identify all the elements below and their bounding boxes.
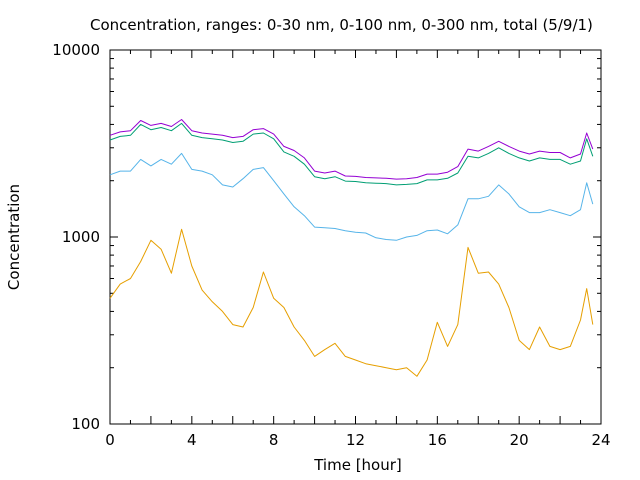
x-tick-label: 20 bbox=[510, 431, 529, 449]
x-tick-label: 4 bbox=[187, 431, 197, 449]
x-tick-label: 12 bbox=[346, 431, 365, 449]
y-tick-label: 100 bbox=[71, 415, 100, 433]
y-axis-label: Concentration bbox=[5, 183, 23, 291]
x-tick-label: 16 bbox=[428, 431, 447, 449]
x-tick-label: 8 bbox=[269, 431, 279, 449]
x-axis-label: Time [hour] bbox=[314, 456, 402, 474]
series-layer bbox=[109, 119, 594, 377]
y-tick-label: 10000 bbox=[52, 41, 100, 59]
x-tick-label: 0 bbox=[105, 431, 115, 449]
series-line-4 bbox=[109, 119, 594, 180]
series-line-1 bbox=[109, 228, 594, 377]
x-tick-label: 24 bbox=[591, 431, 610, 449]
y-axis: 100 1000 10000 bbox=[52, 41, 601, 433]
y-tick-label: 1000 bbox=[62, 228, 100, 246]
series-line-2 bbox=[109, 152, 594, 241]
series-line-3 bbox=[109, 122, 594, 186]
chart-title: Concentration, ranges: 0-30 nm, 0-100 nm… bbox=[90, 16, 593, 34]
x-axis: 0 4 8 12 16 20 24 bbox=[105, 50, 611, 449]
